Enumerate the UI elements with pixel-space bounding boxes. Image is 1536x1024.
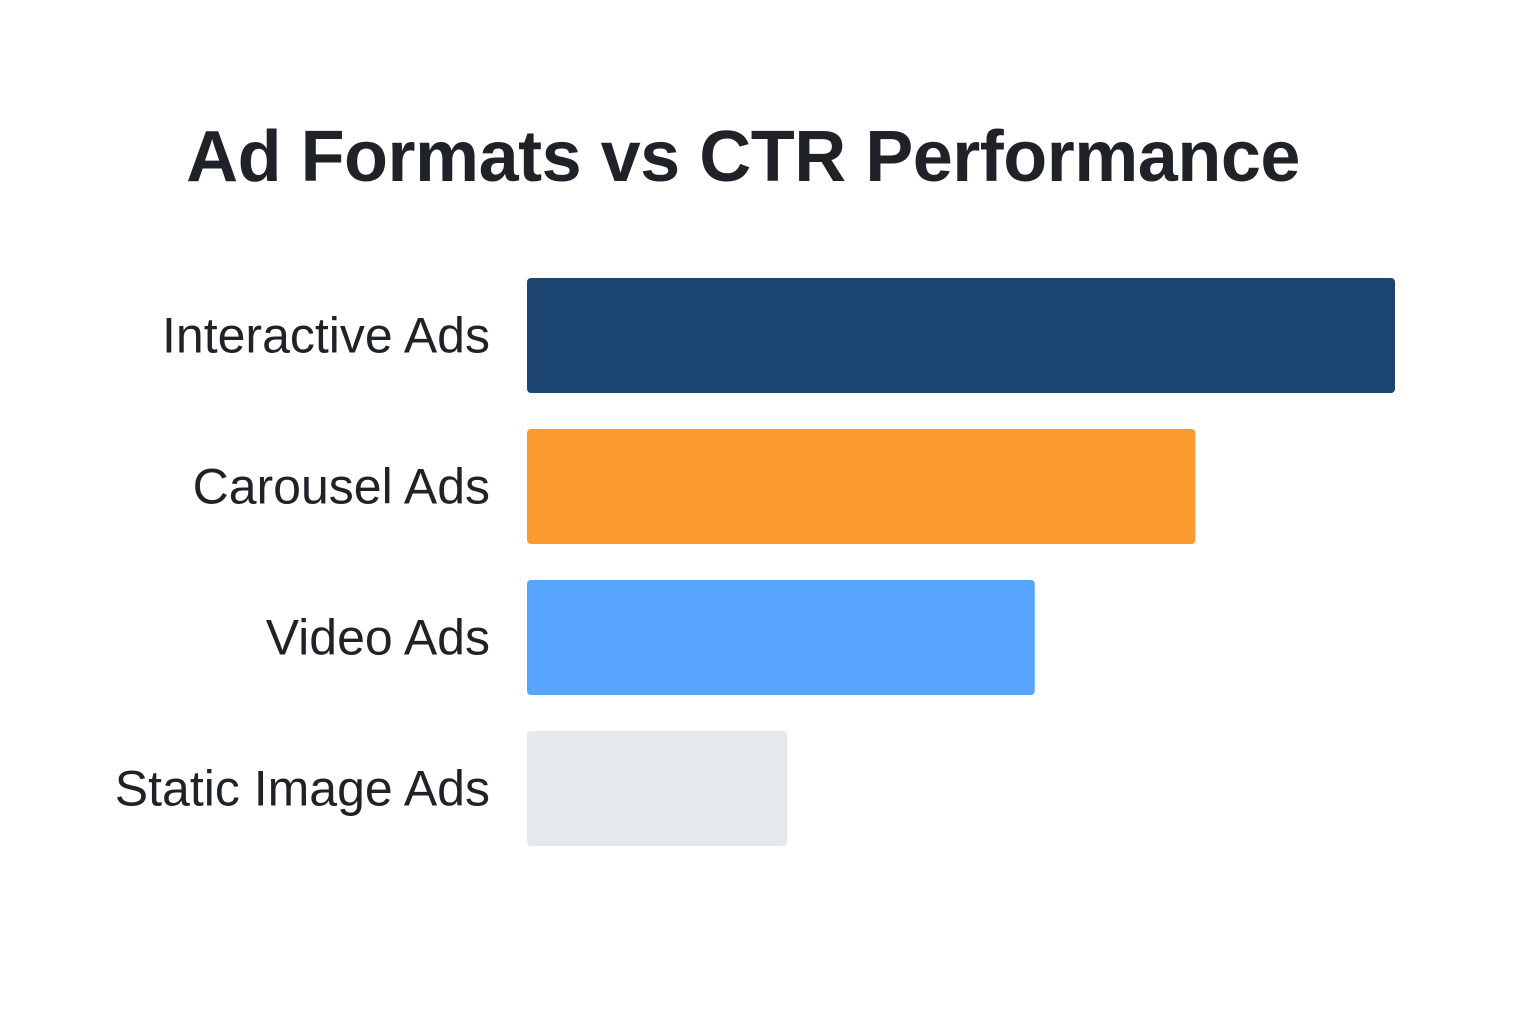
label-interactive-ads: Interactive Ads	[162, 308, 490, 364]
label-video-ads: Video Ads	[266, 610, 490, 666]
label-static-image-ads: Static Image Ads	[115, 761, 490, 817]
chart-title: Ad Formats vs CTR Performance	[186, 117, 1300, 197]
category-labels: Interactive Ads Carousel Ads Video Ads Stat…	[115, 308, 490, 817]
label-carousel-ads: Carousel Ads	[193, 459, 490, 515]
bar-static-image-ads	[527, 731, 788, 846]
bars-layer	[527, 278, 1395, 846]
bar-interactive-ads	[527, 278, 1395, 393]
bar-video-ads	[527, 580, 1035, 695]
bar-carousel-ads	[527, 429, 1196, 544]
